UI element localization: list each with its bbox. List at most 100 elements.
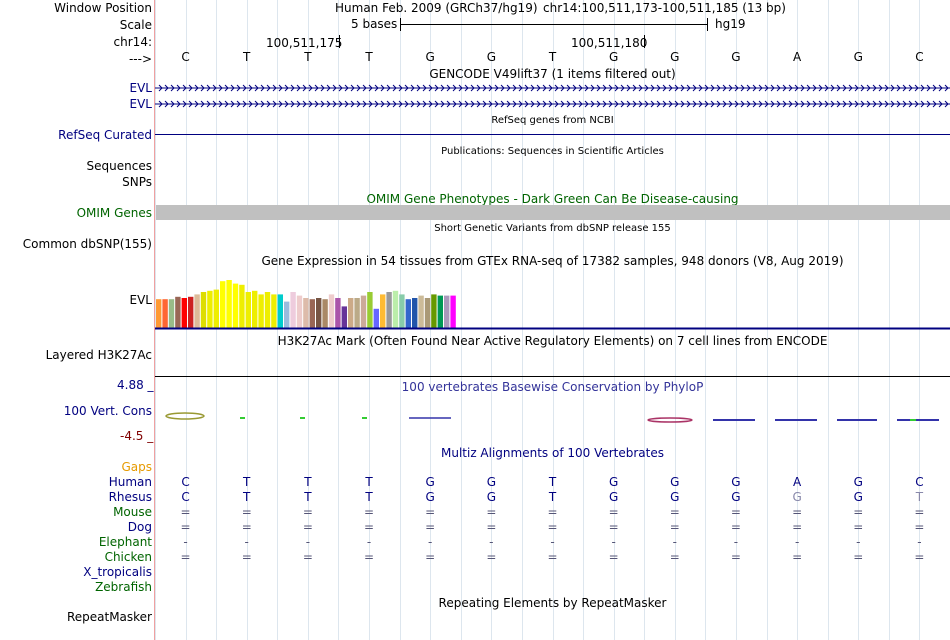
strand-chevron <box>206 100 211 108</box>
strand-chevron <box>842 100 847 108</box>
species-label-zebrafish[interactable]: Zebrafish <box>95 580 152 594</box>
strand-chevron <box>866 100 871 108</box>
repeatmasker-label[interactable]: RepeatMasker <box>66 610 152 624</box>
strand-chevron <box>302 100 307 108</box>
strand-arrow-label[interactable]: ---> <box>128 52 152 66</box>
strand-chevron <box>164 84 169 92</box>
strand-chevron <box>374 84 379 92</box>
strand-chevron <box>770 100 775 108</box>
strand-chevron <box>746 84 751 92</box>
gtex-tissue-bar <box>412 298 418 328</box>
species-label-chicken[interactable]: Chicken <box>104 550 152 564</box>
strand-chevron <box>758 84 763 92</box>
strand-chevron <box>692 84 697 92</box>
omim-track-title[interactable]: OMIM Gene Phenotypes - Dark Green Can Be… <box>366 192 739 206</box>
strand-chevron <box>908 100 913 108</box>
strand-chevron <box>806 100 811 108</box>
strand-chevron <box>698 100 703 108</box>
gtex-tissue-bar <box>348 298 354 328</box>
strand-chevron <box>530 84 535 92</box>
strand-chevron <box>776 84 781 92</box>
species-label-elephant[interactable]: Elephant <box>98 535 152 549</box>
strand-chevron <box>662 84 667 92</box>
strand-chevron <box>206 84 211 92</box>
strand-chevron <box>224 84 229 92</box>
gencode-gene-lines[interactable] <box>155 80 950 110</box>
strand-chevron <box>500 100 505 108</box>
alignment-base: G <box>853 475 863 489</box>
gencode-evl-label-2[interactable]: EVL <box>129 97 152 111</box>
multiz-track-title[interactable]: Multiz Alignments of 100 Vertebrates <box>440 446 665 460</box>
strand-chevron <box>890 100 895 108</box>
strand-chevron <box>236 100 241 108</box>
strand-chevron <box>176 100 181 108</box>
dbsnp-label[interactable]: Common dbSNP(155) <box>22 237 152 251</box>
strand-chevron <box>326 100 331 108</box>
phylop-conservation-plot[interactable] <box>155 408 950 428</box>
strand-chevron <box>572 84 577 92</box>
gtex-tissue-bar <box>392 290 399 328</box>
species-label-dog[interactable]: Dog <box>127 520 152 534</box>
strand-chevron <box>332 84 337 92</box>
gtex-track-title[interactable]: Gene Expression in 54 tissues from GTEx … <box>261 254 844 268</box>
strand-chevron <box>392 100 397 108</box>
refseq-label[interactable]: RefSeq Curated <box>58 128 152 142</box>
strand-chevron <box>638 84 643 92</box>
gtex-tissue-bar <box>194 294 200 328</box>
strand-chevron <box>470 84 475 92</box>
gtex-gene-label[interactable]: EVL <box>129 293 152 307</box>
alignment-base: - <box>489 535 494 549</box>
strand-chevron <box>380 84 385 92</box>
strand-chevron <box>668 100 673 108</box>
species-label-mouse[interactable]: Mouse <box>113 505 152 519</box>
h3k27ac-label[interactable]: Layered H3K27Ac <box>45 348 152 362</box>
refseq-track-title[interactable]: RefSeq genes from NCBI <box>491 115 614 126</box>
gaps-label[interactable]: Gaps <box>121 460 152 474</box>
gtex-tissue-bar <box>380 294 386 328</box>
publications-track-title[interactable]: Publications: Sequences in Scientific Ar… <box>441 146 664 157</box>
h3k27ac-track-title[interactable]: H3K27Ac Mark (Often Found Near Active Re… <box>277 334 828 348</box>
sequences-label[interactable]: Sequences <box>86 159 152 173</box>
gtex-expression-chart[interactable] <box>155 268 950 330</box>
alignment-base: = <box>669 520 680 534</box>
strand-chevron <box>200 84 205 92</box>
strand-chevron <box>548 84 553 92</box>
strand-chevron <box>464 100 469 108</box>
strand-chevron <box>848 100 853 108</box>
snps-label[interactable]: SNPs <box>122 175 152 189</box>
repeatmasker-track-title[interactable]: Repeating Elements by RepeatMasker <box>438 596 667 610</box>
strand-chevron <box>578 84 583 92</box>
strand-chevron <box>692 100 697 108</box>
gencode-evl-label-1[interactable]: EVL <box>129 81 152 95</box>
gtex-tissue-bar <box>309 299 315 328</box>
gtex-tissue-bar <box>424 298 431 328</box>
gtex-tissue-bar <box>444 295 450 328</box>
alignment-base: - <box>733 535 739 549</box>
gtex-tissue-bar <box>220 281 226 328</box>
strand-chevron <box>770 84 775 92</box>
strand-chevron <box>380 100 385 108</box>
strand-chevron <box>158 100 163 108</box>
strand-chevron <box>620 84 625 92</box>
alignment-base: = <box>180 520 191 534</box>
omim-label[interactable]: OMIM Genes <box>76 206 152 220</box>
phylop-label[interactable]: 100 Vert. Cons <box>63 404 152 418</box>
species-label-human[interactable]: Human <box>108 475 152 489</box>
strand-chevron <box>614 84 619 92</box>
refseq-gene-line[interactable] <box>155 134 950 135</box>
strand-chevron <box>230 100 235 108</box>
strand-chevron <box>314 100 319 108</box>
phylop-min: -4.5 _ <box>120 429 154 443</box>
strand-chevron <box>308 100 313 108</box>
omim-gene-bar[interactable] <box>156 205 950 220</box>
species-label-rhesus[interactable]: Rhesus <box>108 490 152 504</box>
strand-chevron <box>374 100 379 108</box>
strand-chevron <box>494 84 499 92</box>
base-letter: T <box>304 50 312 64</box>
gencode-track-title[interactable]: GENCODE V49lift37 (1 items filtered out) <box>429 67 676 81</box>
strand-chevron <box>302 84 307 92</box>
species-label-x_tropicalis[interactable]: X_tropicalis <box>83 565 152 579</box>
phylop-track-title[interactable]: 100 vertebrates Basewise Conservation by… <box>401 380 704 394</box>
dbsnp-track-title[interactable]: Short Genetic Variants from dbSNP releas… <box>434 223 671 234</box>
track-label-divider <box>154 0 155 640</box>
